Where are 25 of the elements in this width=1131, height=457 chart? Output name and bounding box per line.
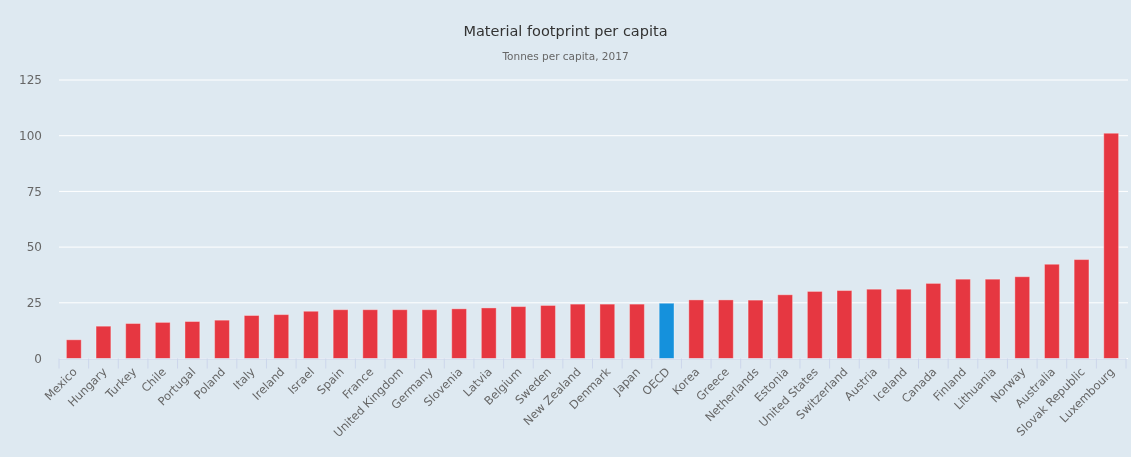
bar: [421, 309, 438, 359]
bar: [451, 308, 468, 359]
y-tick-label: 100: [19, 128, 42, 143]
chart-title: Material footprint per capita: [463, 23, 668, 39]
bar: [540, 304, 556, 359]
bar: [510, 306, 527, 359]
y-tick-label: 25: [26, 296, 42, 310]
bar: [95, 325, 112, 359]
y-tick-label: 125: [19, 73, 42, 88]
bar: [65, 339, 82, 359]
bar: [184, 321, 201, 359]
chart-subtitle: Tonnes per capita, 2017: [501, 50, 629, 62]
y-tick-label: 0: [34, 351, 42, 366]
y-tick-label: 50: [26, 240, 42, 255]
bar: [214, 319, 230, 359]
bar: [391, 309, 408, 359]
bar: [243, 315, 260, 359]
y-tick-label: 75: [26, 184, 42, 199]
bar: [480, 307, 497, 359]
bar: [125, 323, 142, 359]
bar: [154, 321, 171, 359]
bar: [332, 309, 349, 359]
bar: [273, 314, 290, 359]
bar: [362, 309, 379, 359]
bar: [303, 310, 319, 359]
